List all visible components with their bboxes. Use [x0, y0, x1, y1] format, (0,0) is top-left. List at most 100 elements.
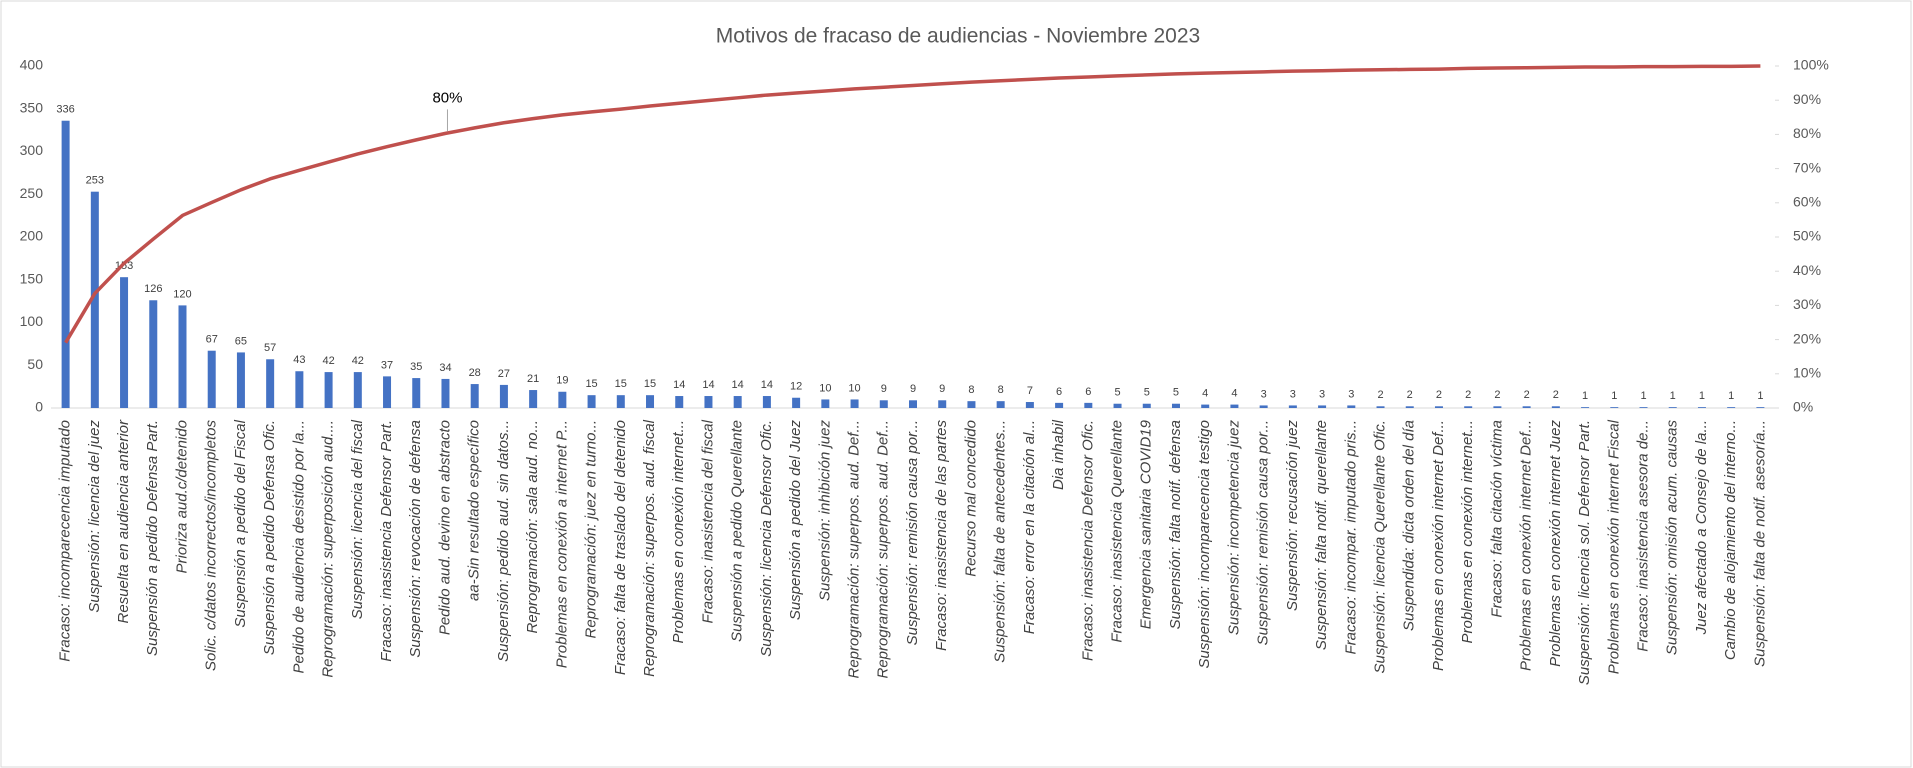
x-tick-label: Suspensión: revocación de defensa — [407, 420, 424, 658]
value-label: 3 — [1261, 388, 1267, 400]
x-tick-label: Reprogramación: superpos. aud. Def... — [846, 420, 863, 678]
value-label: 5 — [1144, 387, 1150, 399]
value-label: 9 — [881, 383, 887, 395]
bar — [1551, 406, 1560, 408]
bar — [412, 378, 421, 408]
value-label: 4 — [1202, 387, 1208, 399]
x-tick-label: Suspensión: falta notif. defensa — [1167, 420, 1184, 629]
y-tick-label: 100 — [20, 313, 44, 329]
bar — [1055, 402, 1064, 408]
chart-title: Motivos de fracaso de audiencias - Novie… — [716, 25, 1200, 48]
value-label: 15 — [644, 378, 656, 390]
bar — [1318, 405, 1327, 408]
y-tick-label: 0 — [35, 399, 43, 415]
x-tick-label: Suspensión a pedido Defensa Ofic. — [261, 420, 278, 655]
y-tick-label: 150 — [20, 270, 44, 286]
x-tick-label: Fracaso: incompar. imputado pris... — [1342, 420, 1359, 655]
bar — [236, 352, 245, 408]
value-label: 14 — [673, 379, 685, 391]
x-tick-label: Juez afectado a Consejo de la... — [1693, 420, 1710, 635]
x-tick-label: Pedido aud. devino en abstracto — [436, 420, 453, 635]
x-tick-label: Suspensión: recusación juez — [1284, 420, 1301, 611]
x-tick-label: Problemas en conexión internet Def... — [1430, 420, 1447, 671]
x-tick-label: Fracaso: inasistencia de las partes — [933, 420, 950, 651]
value-label: 7 — [1027, 385, 1033, 397]
value-label: 4 — [1231, 387, 1237, 399]
x-tick-label: Fracaso: inasistencia Querellante — [1109, 420, 1126, 643]
bar — [733, 396, 742, 408]
bar — [558, 391, 567, 408]
y2-tick-label: 20% — [1793, 330, 1821, 346]
bar — [792, 397, 801, 408]
value-label: 14 — [732, 379, 744, 391]
y-tick-label: 350 — [20, 99, 44, 115]
value-label: 14 — [761, 379, 773, 391]
value-label: 65 — [235, 335, 247, 347]
y2-tick-label: 70% — [1793, 159, 1821, 175]
x-tick-label: Fracaso: incomparecencia imputado — [57, 420, 74, 662]
x-tick-label: Suspensión: incomparecencia testigo — [1196, 420, 1213, 668]
value-label: 15 — [585, 378, 597, 390]
bar — [1230, 404, 1239, 408]
value-label: 28 — [469, 367, 481, 379]
y2-tick-label: 0% — [1793, 399, 1813, 415]
x-tick-label: Problemas en conexión internet Juez — [1547, 420, 1564, 667]
bar — [646, 395, 655, 408]
bar — [1434, 406, 1443, 408]
x-tick-label: Suspensión: inhibición juez — [816, 420, 833, 601]
bar — [295, 371, 304, 408]
y2-tick-label: 100% — [1793, 57, 1829, 73]
bar — [704, 396, 713, 408]
bar — [938, 400, 947, 408]
bar — [1259, 405, 1268, 408]
bar — [1025, 402, 1034, 408]
bar — [675, 396, 684, 408]
bar — [1668, 407, 1677, 408]
x-tick-label: Emergencia sanitaria COVID19 — [1138, 419, 1155, 629]
value-label: 19 — [556, 375, 568, 387]
x-tick-label: Prioriza aud.c/detenido — [173, 420, 190, 573]
bar — [353, 372, 362, 408]
x-tick-label: Suspensión a pedido Querellante — [729, 420, 746, 642]
bar — [1347, 405, 1356, 408]
bar — [324, 372, 333, 408]
bar — [1142, 403, 1151, 408]
bar — [1288, 405, 1297, 408]
value-label: 5 — [1114, 387, 1120, 399]
value-label: 253 — [86, 175, 104, 187]
value-label: 1 — [1699, 390, 1705, 402]
x-tick-label: Suspensión a pedido del Fiscal — [232, 419, 249, 627]
value-label: 35 — [410, 361, 422, 373]
bar — [1084, 402, 1093, 408]
x-tick-label: Suspensión a pedido del Juez — [787, 420, 804, 621]
bar — [587, 395, 596, 408]
x-tick-label: Cambio de alojamiento del interno... — [1722, 420, 1739, 660]
value-label: 1 — [1728, 390, 1734, 402]
bar — [149, 300, 158, 408]
bar — [1581, 407, 1590, 408]
bar — [1697, 407, 1706, 408]
cumulative-line — [64, 64, 1761, 344]
x-tick-label: Problemas en conexión a internet P... — [553, 420, 570, 668]
value-label: 34 — [439, 362, 451, 374]
x-tick-label: Suspensión a pedido Defensa Part. — [144, 420, 161, 656]
y2-tick-label: 80% — [1793, 125, 1821, 141]
bar — [1727, 407, 1736, 408]
x-tick-label: Problemas en conexión internet Def... — [1518, 420, 1535, 671]
bar — [1113, 403, 1122, 408]
value-label: 2 — [1524, 389, 1530, 401]
bar — [1405, 406, 1414, 408]
x-tick-label: Suspensión: falta de notif. asesoría... — [1751, 420, 1768, 667]
x-tick-label: aa-Sin resultado específico — [466, 420, 483, 601]
bar — [1610, 407, 1619, 408]
value-label: 9 — [910, 383, 916, 395]
value-label: 1 — [1611, 390, 1617, 402]
value-label: 15 — [615, 378, 627, 390]
value-label: 6 — [1056, 386, 1062, 398]
x-tick-label: Fracaso: inasistencia Defensor Ofic. — [1079, 420, 1096, 661]
bar — [850, 399, 859, 408]
bar — [1639, 407, 1648, 408]
bar — [879, 400, 888, 408]
value-label: 2 — [1377, 389, 1383, 401]
x-tick-label: Dia inhabil — [1050, 419, 1067, 490]
